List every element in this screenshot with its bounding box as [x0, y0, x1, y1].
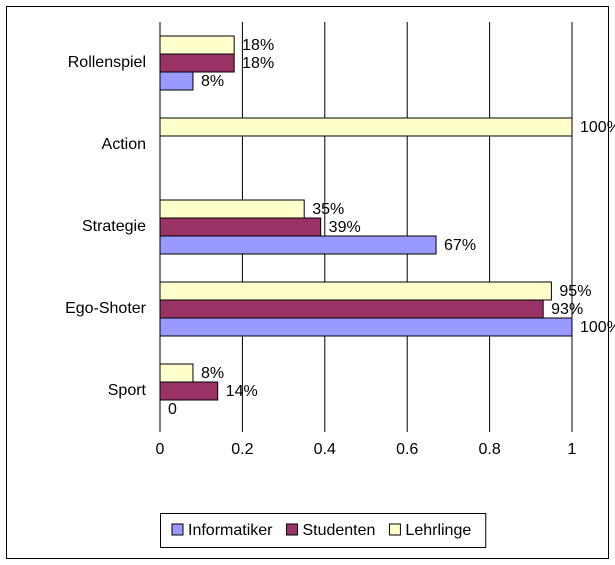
value-label: 35%	[312, 201, 344, 218]
legend-swatch	[388, 523, 401, 536]
x-tick-label: 1	[568, 441, 577, 458]
bar	[159, 53, 235, 73]
bar	[159, 299, 544, 319]
value-label: 67%	[444, 237, 476, 254]
legend-swatch	[171, 523, 184, 536]
bar	[159, 71, 194, 91]
x-tick-label: 0.8	[478, 441, 500, 458]
y-tick-label: Rollenspiel	[68, 54, 146, 71]
value-label: 93%	[551, 301, 583, 318]
x-tick-label: 0.2	[231, 441, 253, 458]
legend-label: Studenten	[302, 522, 375, 539]
bar	[159, 199, 305, 219]
y-tick-label: Strategie	[82, 218, 146, 235]
bar	[159, 217, 322, 237]
value-label: 39%	[329, 219, 361, 236]
bar	[159, 363, 194, 383]
value-label: 18%	[242, 37, 274, 54]
value-label: 95%	[559, 283, 591, 300]
value-label: 100%	[580, 119, 615, 136]
x-tick-label: 0	[156, 441, 165, 458]
value-label: 0	[168, 401, 177, 418]
bar	[159, 317, 573, 337]
value-label: 14%	[226, 383, 258, 400]
x-tick-label: 0.4	[314, 441, 336, 458]
value-label: 8%	[201, 73, 224, 90]
bar	[159, 281, 552, 301]
value-label: 18%	[242, 55, 274, 72]
y-tick-label: Action	[102, 136, 146, 153]
bar	[159, 35, 235, 55]
legend-label: Informatiker	[188, 522, 273, 539]
value-label: 8%	[201, 365, 224, 382]
y-tick-label: Ego-Shoter	[65, 300, 147, 317]
x-tick-label: 0.6	[396, 441, 418, 458]
legend-label: Lehrlinge	[405, 522, 471, 539]
bar	[159, 235, 437, 255]
bar	[159, 117, 573, 137]
legend-swatch	[285, 523, 298, 536]
bar	[159, 381, 219, 401]
y-tick-label: Sport	[108, 382, 147, 399]
legend-box	[160, 513, 487, 548]
value-label: 100%	[580, 319, 615, 336]
